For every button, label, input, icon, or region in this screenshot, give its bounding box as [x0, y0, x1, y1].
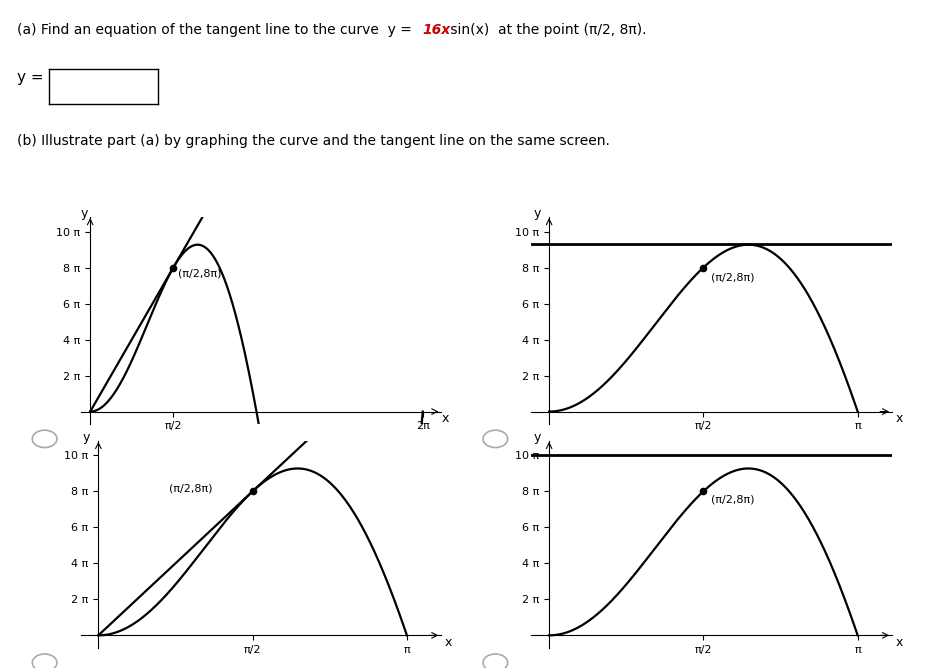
Text: y: y: [80, 207, 87, 220]
Text: (π/2,8π): (π/2,8π): [169, 484, 213, 493]
Text: x: x: [895, 636, 902, 649]
Text: (b) Illustrate part (a) by graphing the curve and the tangent line on the same s: (b) Illustrate part (a) by graphing the …: [17, 134, 610, 148]
Text: sin(x)  at the point (π/2, 8π).: sin(x) at the point (π/2, 8π).: [446, 23, 646, 37]
Text: x: x: [895, 412, 902, 426]
Text: (π/2,8π): (π/2,8π): [711, 272, 754, 282]
Text: (π/2,8π): (π/2,8π): [177, 269, 221, 279]
Text: y: y: [83, 431, 90, 444]
Text: x: x: [441, 412, 449, 426]
Text: y =: y =: [17, 70, 44, 85]
Text: (a) Find an equation of the tangent line to the curve  y =: (a) Find an equation of the tangent line…: [17, 23, 417, 37]
Text: (π/2,8π): (π/2,8π): [711, 494, 754, 504]
Text: y: y: [533, 207, 541, 220]
Text: y: y: [533, 431, 541, 444]
Text: 16x: 16x: [422, 23, 451, 37]
Text: x: x: [444, 636, 452, 649]
